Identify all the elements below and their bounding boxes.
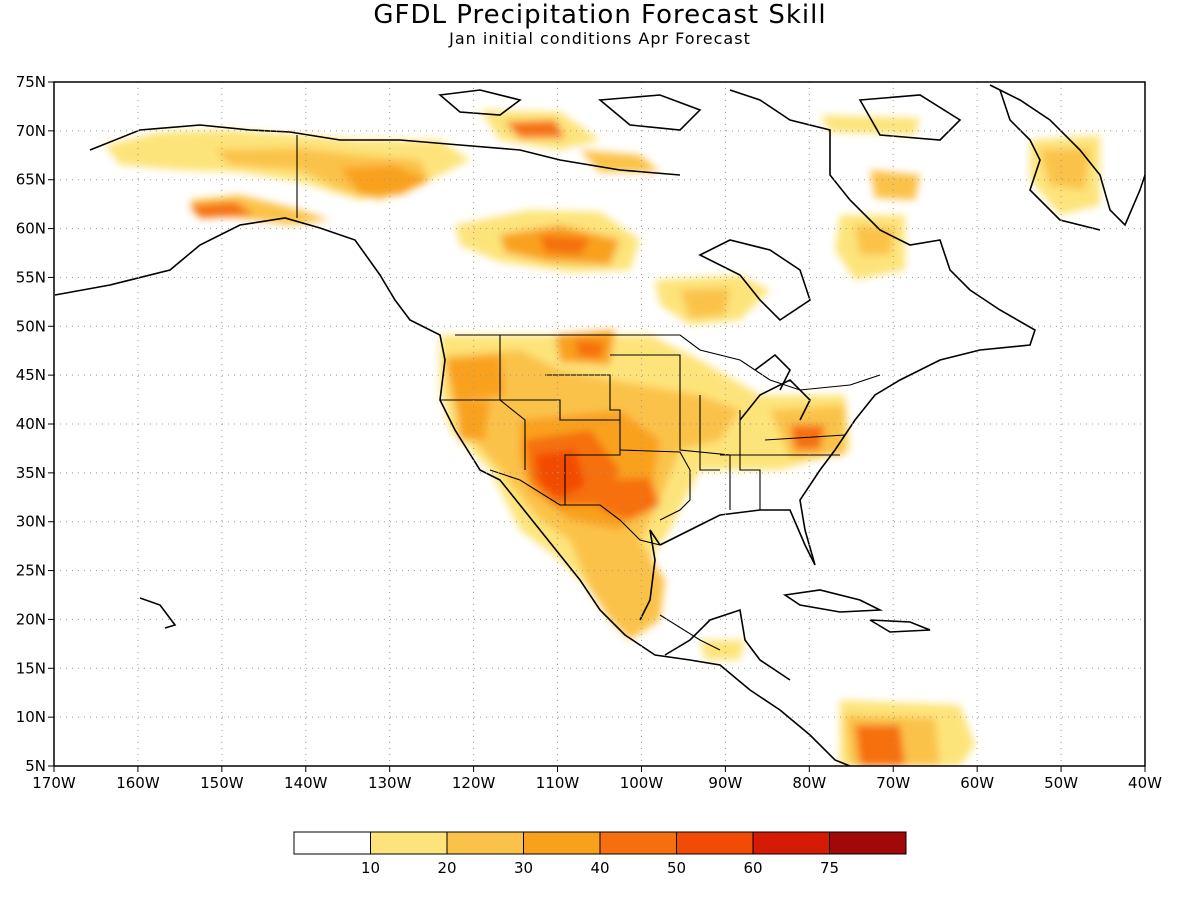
map-subtitle: Jan initial conditions Apr Forecast bbox=[449, 29, 751, 48]
colorbar-label: 40 bbox=[590, 859, 609, 877]
colorbar-label: 10 bbox=[361, 859, 380, 877]
lat-tick-label: 25N bbox=[16, 562, 46, 580]
lon-tick-label: 40W bbox=[1128, 774, 1162, 792]
colorbar-swatch bbox=[752, 831, 830, 855]
lon-tick-label: 140W bbox=[284, 774, 328, 792]
lat-lon-grid bbox=[54, 82, 1145, 766]
coastlines bbox=[54, 84, 1145, 766]
lat-tick-label: 50N bbox=[16, 317, 46, 335]
lon-tick-label: 110W bbox=[536, 774, 580, 792]
colorbar-label: 60 bbox=[743, 859, 762, 877]
colorbar-label: 30 bbox=[514, 859, 533, 877]
lon-tick-label: 90W bbox=[708, 774, 742, 792]
colorbar-swatch bbox=[829, 831, 907, 855]
lat-tick-label: 70N bbox=[16, 122, 46, 140]
lat-tick-label: 20N bbox=[16, 610, 46, 628]
colorbar-swatch bbox=[446, 831, 524, 855]
lon-tick-label: 120W bbox=[452, 774, 496, 792]
colorbar-label: 75 bbox=[820, 859, 839, 877]
political-borders bbox=[296, 135, 881, 651]
colorbar-swatch bbox=[523, 831, 601, 855]
lat-tick-label: 10N bbox=[16, 708, 46, 726]
map-title: GFDL Precipitation Forecast Skill bbox=[373, 0, 827, 30]
colorbar-swatch bbox=[293, 831, 371, 855]
skill-shading bbox=[105, 110, 1100, 766]
lat-tick-label: 5N bbox=[25, 757, 46, 775]
lon-tick-label: 160W bbox=[116, 774, 160, 792]
lon-tick-label: 80W bbox=[792, 774, 826, 792]
colorbar-legend: 10 20 30 40 50 60 75 bbox=[293, 831, 907, 877]
colorbar-swatch bbox=[676, 831, 754, 855]
lat-tick-label: 40N bbox=[16, 415, 46, 433]
lon-tick-label: 170W bbox=[32, 774, 76, 792]
colorbar-swatch bbox=[370, 831, 448, 855]
latitude-axis: 5N 10N 15N 20N 25N 30N 35N 40N 45N 50N 55N 60N 65N 70… bbox=[16, 73, 54, 775]
lat-tick-label: 75N bbox=[16, 73, 46, 91]
lat-tick-label: 35N bbox=[16, 464, 46, 482]
longitude-axis: 170W 160W 150W 140W 130W 120W 110W 100W 90W 80W 70… bbox=[32, 766, 1162, 792]
lat-tick-label: 60N bbox=[16, 220, 46, 238]
lon-tick-label: 130W bbox=[368, 774, 412, 792]
lon-tick-label: 60W bbox=[960, 774, 994, 792]
lat-tick-label: 30N bbox=[16, 513, 46, 531]
lat-tick-label: 45N bbox=[16, 366, 46, 384]
lon-tick-label: 150W bbox=[200, 774, 244, 792]
lat-tick-label: 15N bbox=[16, 659, 46, 677]
lon-tick-label: 50W bbox=[1044, 774, 1078, 792]
lon-tick-label: 70W bbox=[876, 774, 910, 792]
colorbar-label: 20 bbox=[437, 859, 456, 877]
lat-tick-label: 65N bbox=[16, 171, 46, 189]
colorbar-swatch bbox=[599, 831, 677, 855]
lat-tick-label: 55N bbox=[16, 268, 46, 286]
colorbar-label: 50 bbox=[667, 859, 686, 877]
lon-tick-label: 100W bbox=[620, 774, 664, 792]
